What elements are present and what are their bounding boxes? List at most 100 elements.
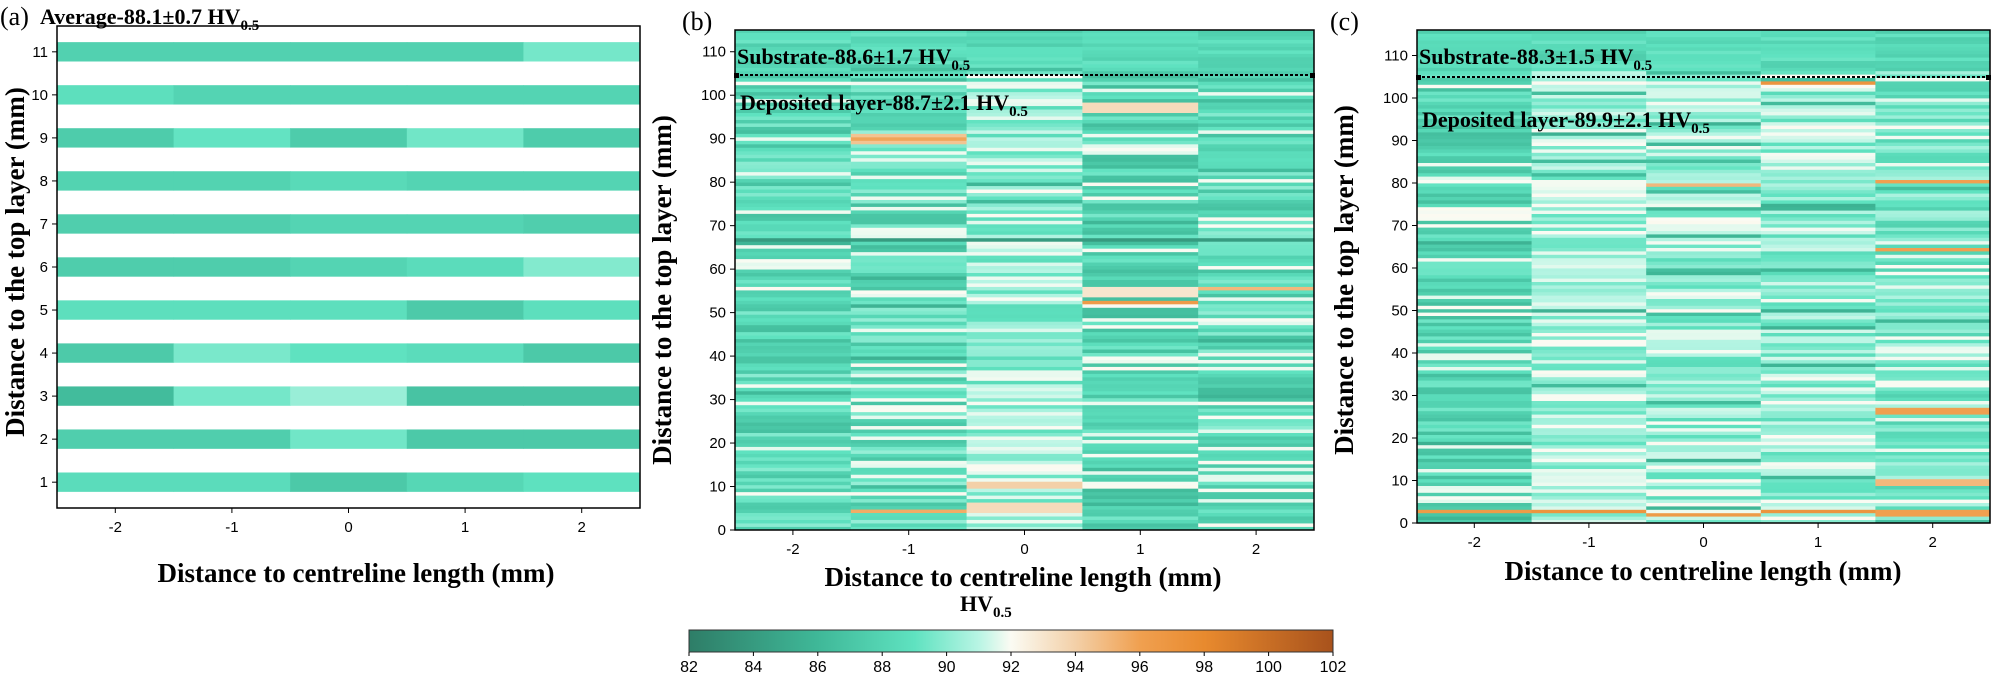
heatmap-stripe	[1531, 230, 1647, 235]
heatmap-stripe	[1082, 123, 1199, 127]
heatmap-stripe	[850, 237, 968, 242]
heatmap-stripe	[850, 425, 968, 430]
heatmap-stripe	[1875, 274, 1991, 279]
heatmap-stripe	[1417, 298, 1533, 303]
y-tick-label: 20	[709, 435, 726, 452]
heatmap-stripe	[1417, 36, 1533, 41]
heatmap-stripe	[1198, 516, 1315, 520]
heatmap-stripe	[850, 418, 968, 423]
heatmap-stripe	[1531, 172, 1647, 177]
heatmap-stripe	[1531, 281, 1647, 286]
x-tick-label: 2	[578, 519, 586, 536]
heatmap-stripe	[1646, 43, 1762, 48]
heatmap-cell	[173, 472, 291, 492]
heatmap-stripe	[850, 349, 968, 354]
heatmap-stripe	[1531, 203, 1647, 208]
heatmap-stripe	[850, 474, 968, 479]
heatmap-stripe	[966, 269, 1083, 274]
heatmap-stripe	[850, 446, 968, 451]
heatmap-stripe	[1417, 438, 1533, 442]
heatmap-stripe	[735, 119, 852, 124]
heatmap-stripe	[1646, 247, 1762, 252]
heatmap-stripe	[850, 453, 968, 458]
heatmap-stripe	[1875, 121, 1991, 126]
heatmap-stripe	[966, 112, 1083, 117]
heatmap-stripe	[966, 237, 1083, 242]
heatmap-stripe	[1646, 264, 1762, 269]
heatmap-stripe	[850, 296, 968, 301]
heatmap-stripe	[1875, 359, 1991, 364]
heatmap-stripe	[1531, 509, 1647, 514]
heatmap-stripe	[1760, 339, 1876, 344]
heatmap-stripe	[1198, 43, 1315, 47]
heatmap-stripe	[1760, 298, 1876, 303]
heatmap-stripe	[1082, 39, 1199, 44]
heatmap-stripe	[735, 234, 852, 239]
heatmap-stripe	[1417, 302, 1533, 306]
heatmap-stripe	[1760, 70, 1876, 75]
heatmap-stripe	[1760, 179, 1876, 184]
x-tick-label: 1	[1136, 541, 1144, 558]
panel-a-x-ticks: -2 -1 0 1 2	[109, 508, 586, 536]
heatmap-stripe	[1646, 451, 1762, 456]
heatmap-stripe	[735, 505, 852, 510]
heatmap-stripe	[850, 84, 968, 89]
heatmap-stripe	[1531, 152, 1647, 157]
heatmap-stripe	[966, 36, 1083, 40]
heatmap-stripe	[1531, 319, 1647, 323]
heatmap-stripe	[1760, 308, 1876, 313]
heatmap-stripe	[1875, 502, 1991, 507]
heatmap-stripe	[1875, 169, 1991, 174]
heatmap-stripe	[1875, 407, 1991, 412]
heatmap-stripe	[1646, 308, 1762, 313]
heatmap-stripe	[1198, 283, 1315, 287]
heatmap-stripe	[1198, 502, 1315, 507]
heatmap-stripe	[1760, 220, 1876, 225]
heatmap-stripe	[1531, 206, 1647, 211]
heatmap-stripe	[966, 206, 1083, 211]
heatmap-stripe	[966, 345, 1083, 350]
heatmap-stripe	[1875, 30, 1991, 34]
heatmap-stripe	[1198, 168, 1315, 173]
heatmap-stripe	[1417, 257, 1533, 262]
heatmap-stripe	[1760, 264, 1876, 269]
heatmap-stripe	[1198, 523, 1315, 527]
heatmap-stripe	[966, 290, 1083, 294]
heatmap-stripe	[966, 303, 1083, 308]
heatmap-stripe	[850, 359, 968, 364]
heatmap-stripe	[1760, 393, 1876, 398]
heatmap-stripe	[1875, 264, 1991, 269]
heatmap-stripe	[1760, 30, 1876, 34]
heatmap-stripe	[1646, 407, 1762, 412]
y-tick-label: 0	[1400, 515, 1408, 532]
heatmap-stripe	[1531, 264, 1647, 269]
heatmap-stripe	[1531, 81, 1647, 85]
heatmap-stripe	[735, 366, 852, 371]
heatmap-stripe	[1417, 176, 1533, 180]
heatmap-stripe	[1082, 150, 1199, 155]
heatmap-stripe	[1417, 421, 1533, 425]
heatmap-stripe	[1082, 526, 1199, 531]
heatmap-stripe	[1531, 145, 1647, 150]
heatmap-stripe	[966, 463, 1083, 468]
heatmap-stripe	[966, 77, 1083, 82]
heatmap-stripe	[1875, 240, 1991, 245]
heatmap-stripe	[1875, 128, 1991, 133]
heatmap-stripe	[966, 279, 1083, 284]
heatmap-stripe	[1760, 87, 1876, 92]
heatmap-cell	[290, 128, 408, 148]
heatmap-stripe	[1760, 502, 1876, 507]
heatmap-stripe	[1646, 285, 1762, 289]
heatmap-stripe	[1082, 401, 1199, 406]
heatmap-stripe	[1760, 152, 1876, 157]
heatmap-stripe	[1198, 265, 1315, 270]
panel-a-y-axis-label: Distance to the top layer (mm)	[0, 87, 30, 437]
heatmap-stripe	[850, 140, 968, 145]
heatmap-stripe	[1082, 56, 1199, 61]
heatmap-stripe	[850, 519, 968, 524]
panel-c-interface-marker-left	[1416, 75, 1421, 80]
heatmap-stripe	[966, 523, 1083, 527]
heatmap-stripe	[1417, 489, 1533, 493]
heatmap-stripe	[1082, 390, 1199, 395]
heatmap-stripe	[966, 363, 1083, 367]
